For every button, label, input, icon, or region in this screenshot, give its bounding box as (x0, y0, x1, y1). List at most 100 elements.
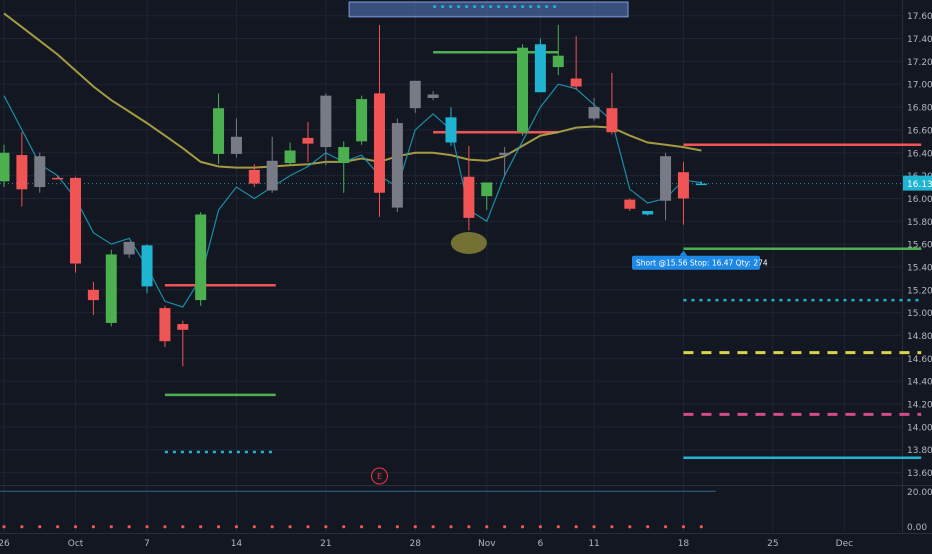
candle-body (373, 93, 385, 193)
time-tick-label: 7 (144, 539, 150, 549)
time-axis[interactable]: 26 Oct 7 14 21 28 Nov 6 11 18 25 Dec (0, 539, 853, 549)
grid-lines (0, 0, 932, 534)
candle-body (105, 254, 117, 323)
signal-label-text: Short @15.56 Stop: 16.47 Qty: 274 (636, 259, 768, 268)
candle-body (570, 78, 582, 87)
candle-body (660, 156, 672, 201)
current-price-label: 16.13 (907, 180, 932, 190)
time-tick-label: 26 (0, 539, 10, 549)
oscillator-dot (288, 525, 292, 529)
candle-body (52, 177, 64, 180)
candle-body (0, 152, 10, 182)
price-tick-label: 15.80 (907, 218, 932, 228)
swing-low-marker (450, 232, 487, 254)
price-tick-label: 15.20 (907, 286, 932, 296)
candle-body (159, 308, 171, 342)
price-tick-label: 16.80 (907, 104, 932, 114)
time-tick-label: Dec (836, 539, 853, 549)
candle-body (695, 183, 707, 186)
earnings-marker-icon (370, 467, 388, 485)
candle-body (391, 123, 403, 208)
oscillator-dot (413, 525, 417, 529)
oscillator-dot (145, 525, 149, 529)
price-tick-label: 14.40 (907, 378, 932, 388)
price-tick-label: 17.20 (907, 58, 932, 68)
price-tick-label: 15.40 (907, 263, 932, 273)
price-tick-label: 14.60 (907, 355, 932, 365)
oscillator-dot (20, 525, 24, 529)
oscillator-dot (395, 525, 399, 529)
overlay-labels: E Short @15.56 Stop: 16.47 Qty: 274 (370, 250, 768, 485)
oscillator-dot (449, 525, 453, 529)
candle-body (123, 241, 135, 255)
price-tick-label: 13.60 (907, 469, 932, 479)
candle-body (445, 117, 457, 143)
oscillator-dot (556, 525, 560, 529)
oscillator-tick-label: 20.00 (907, 488, 932, 498)
oscillator-dot (592, 525, 596, 529)
candle-body (195, 214, 207, 301)
price-tick-label: 14.00 (907, 423, 932, 433)
price-tick-label: 17.00 (907, 81, 932, 91)
oscillator-dot (628, 525, 632, 529)
oscillator-dot (503, 525, 507, 529)
candle-body (16, 155, 28, 190)
oscillator-dot (306, 525, 310, 529)
time-tick-label: 21 (320, 539, 331, 549)
oscillator-dot (199, 525, 203, 529)
oscillator-dot (520, 525, 525, 529)
signal-label-pointer (679, 250, 688, 256)
oscillator-dot (252, 525, 256, 529)
oscillator-dot (234, 525, 239, 529)
candle-body (606, 108, 618, 133)
price-tick-label: 14.20 (907, 401, 932, 411)
oscillator-dot (377, 525, 382, 529)
time-tick-label: 25 (767, 539, 778, 549)
oscillator-dot (646, 525, 650, 529)
candle-body (517, 47, 529, 133)
time-tick-label: 6 (538, 539, 544, 549)
oscillator-dot (574, 525, 578, 529)
oscillator-dot (73, 525, 78, 529)
price-levels (0, 5, 922, 459)
oscillator-dot (431, 525, 435, 529)
oscillator-tick-label: 0.00 (907, 523, 927, 533)
time-tick-label: Oct (68, 539, 84, 549)
oscillator-dot (324, 525, 328, 529)
candle-body (141, 245, 153, 287)
oscillator-dot (56, 525, 60, 529)
candle-body (588, 107, 600, 119)
indicator-lines (3, 12, 702, 308)
candle-body (70, 177, 82, 264)
resistance-zone (348, 1, 629, 18)
oscillator-dot (2, 525, 6, 529)
oscillator-dot (360, 525, 364, 529)
price-tick-label: 16.40 (907, 149, 932, 159)
oscillator-dot (342, 525, 346, 529)
oscillator-dot (538, 525, 543, 529)
time-tick-label: 28 (410, 539, 422, 549)
time-tick-label: 11 (588, 539, 599, 549)
time-tick-label: 18 (678, 539, 690, 549)
candle-body (481, 182, 493, 197)
candles (0, 24, 707, 367)
candle-body (409, 80, 421, 109)
price-tick-label: 15.00 (907, 309, 932, 319)
candle-body (534, 44, 546, 93)
oscillator-dot (38, 525, 42, 529)
candle-body (266, 160, 278, 191)
candle-body (427, 94, 439, 98)
oscillator-dot (163, 525, 167, 529)
oscillator-dot (610, 525, 614, 529)
candle-body (642, 211, 654, 215)
indicator-line-yellow (3, 12, 702, 169)
oscillator-dot (485, 525, 489, 529)
oscillator-dot (681, 525, 686, 529)
oscillator-dot (270, 525, 274, 529)
oscillator-dot (127, 525, 131, 529)
price-tick-label: 17.40 (907, 35, 932, 45)
candle-body (338, 147, 350, 164)
price-axis[interactable]: 17.6017.4017.2017.0016.8016.6016.4016.20… (903, 12, 932, 533)
